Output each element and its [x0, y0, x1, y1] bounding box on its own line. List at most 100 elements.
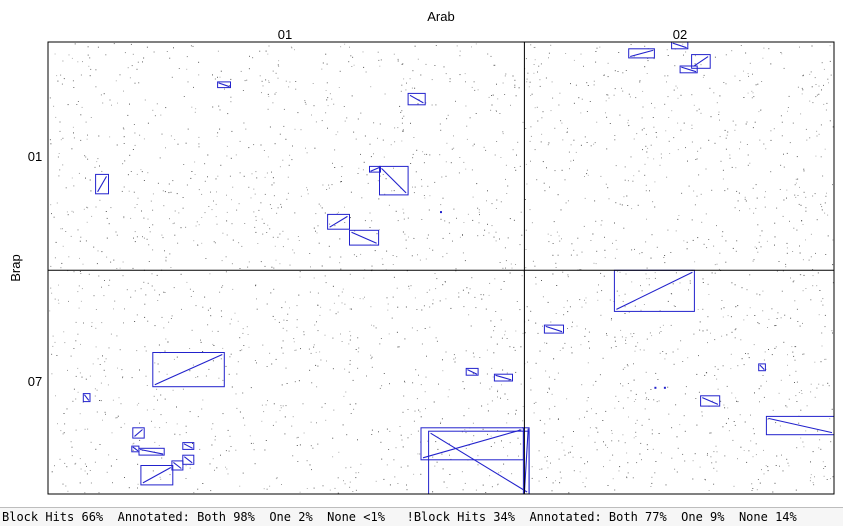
noise-dot	[201, 242, 203, 244]
noise-dot	[214, 242, 216, 244]
noise-dot	[420, 384, 422, 386]
noise-dot	[410, 163, 412, 164]
noise-dot	[449, 81, 451, 83]
noise-dot	[259, 75, 261, 77]
noise-dot	[417, 103, 419, 105]
noise-dot	[371, 220, 373, 222]
noise-dot	[514, 349, 516, 351]
noise-dot	[321, 207, 323, 209]
noise-dot	[511, 473, 513, 475]
noise-dot	[513, 346, 515, 348]
noise-dot	[186, 281, 188, 283]
noise-dot	[355, 477, 357, 479]
noise-dot	[86, 221, 88, 223]
noise-dot	[401, 140, 403, 142]
noise-dot	[719, 136, 721, 138]
noise-dot	[402, 63, 404, 65]
noise-dot	[653, 158, 655, 160]
noise-dot	[310, 445, 312, 447]
noise-dot	[767, 470, 769, 472]
noise-dot	[172, 223, 174, 225]
noise-dot	[373, 325, 375, 327]
noise-dot	[586, 169, 588, 171]
noise-dot	[279, 263, 281, 265]
noise-dot	[341, 341, 343, 342]
noise-dot	[495, 110, 497, 112]
noise-dot	[123, 217, 125, 219]
noise-dot	[402, 131, 404, 132]
noise-dot	[495, 240, 497, 242]
noise-dot	[77, 333, 79, 335]
noise-dot	[337, 311, 339, 313]
noise-dot	[798, 392, 800, 393]
noise-dot	[725, 83, 727, 85]
noise-dot	[313, 227, 315, 229]
noise-dot	[180, 273, 182, 275]
noise-dot	[716, 225, 717, 227]
noise-dot	[487, 403, 489, 405]
noise-dot	[265, 440, 267, 441]
noise-dot	[264, 449, 266, 451]
noise-dot	[596, 121, 598, 123]
noise-dot	[201, 408, 203, 410]
noise-dot	[192, 290, 194, 292]
noise-dot	[256, 308, 258, 310]
noise-dot	[752, 488, 754, 489]
noise-dot	[659, 332, 660, 334]
noise-dot	[366, 174, 368, 176]
noise-dot	[525, 249, 527, 250]
noise-dot	[57, 423, 58, 425]
noise-dot	[533, 402, 535, 404]
synteny-block	[543, 324, 565, 334]
noise-dot	[737, 401, 739, 403]
noise-dot	[619, 271, 621, 273]
noise-dot	[606, 116, 608, 118]
noise-dot	[668, 117, 670, 118]
noise-dot	[171, 76, 173, 78]
noise-dot	[185, 226, 187, 228]
noise-dot	[105, 375, 107, 377]
noise-dot	[157, 182, 159, 184]
noise-dot	[645, 392, 647, 394]
noise-dot	[481, 405, 483, 407]
noise-dot	[119, 349, 121, 351]
noise-dot	[349, 360, 351, 362]
noise-dot	[67, 104, 69, 106]
noise-dot	[117, 415, 119, 417]
noise-dot	[520, 383, 522, 385]
noise-dot	[110, 207, 112, 209]
noise-dot	[826, 479, 828, 480]
noise-dot	[75, 375, 77, 377]
noise-dot	[815, 155, 817, 157]
noise-dot	[280, 407, 282, 409]
noise-dot	[605, 183, 607, 185]
noise-dot	[434, 181, 436, 183]
noise-dot	[122, 377, 123, 379]
noise-dot	[472, 196, 474, 198]
noise-dot	[772, 409, 774, 411]
noise-dot	[95, 69, 97, 71]
noise-dot	[529, 140, 531, 142]
noise-dot	[788, 398, 790, 400]
noise-dot	[743, 364, 745, 366]
noise-dot	[162, 190, 164, 192]
noise-dot	[403, 129, 404, 131]
noise-dot	[366, 375, 367, 377]
noise-dot	[549, 418, 551, 420]
noise-dot	[267, 156, 269, 158]
noise-dot	[651, 433, 653, 435]
noise-dot	[517, 437, 519, 439]
noise-dot	[136, 314, 138, 316]
noise-dot	[75, 398, 77, 400]
noise-dot	[463, 415, 465, 417]
noise-dot	[531, 222, 533, 224]
noise-dot	[483, 234, 485, 236]
noise-dot	[393, 167, 394, 169]
noise-dot	[815, 96, 817, 98]
noise-dot	[292, 416, 294, 418]
noise-dot	[269, 126, 271, 128]
noise-dot	[123, 186, 125, 188]
noise-dot	[718, 114, 720, 115]
noise-dot	[549, 186, 550, 188]
noise-dot	[465, 81, 466, 83]
